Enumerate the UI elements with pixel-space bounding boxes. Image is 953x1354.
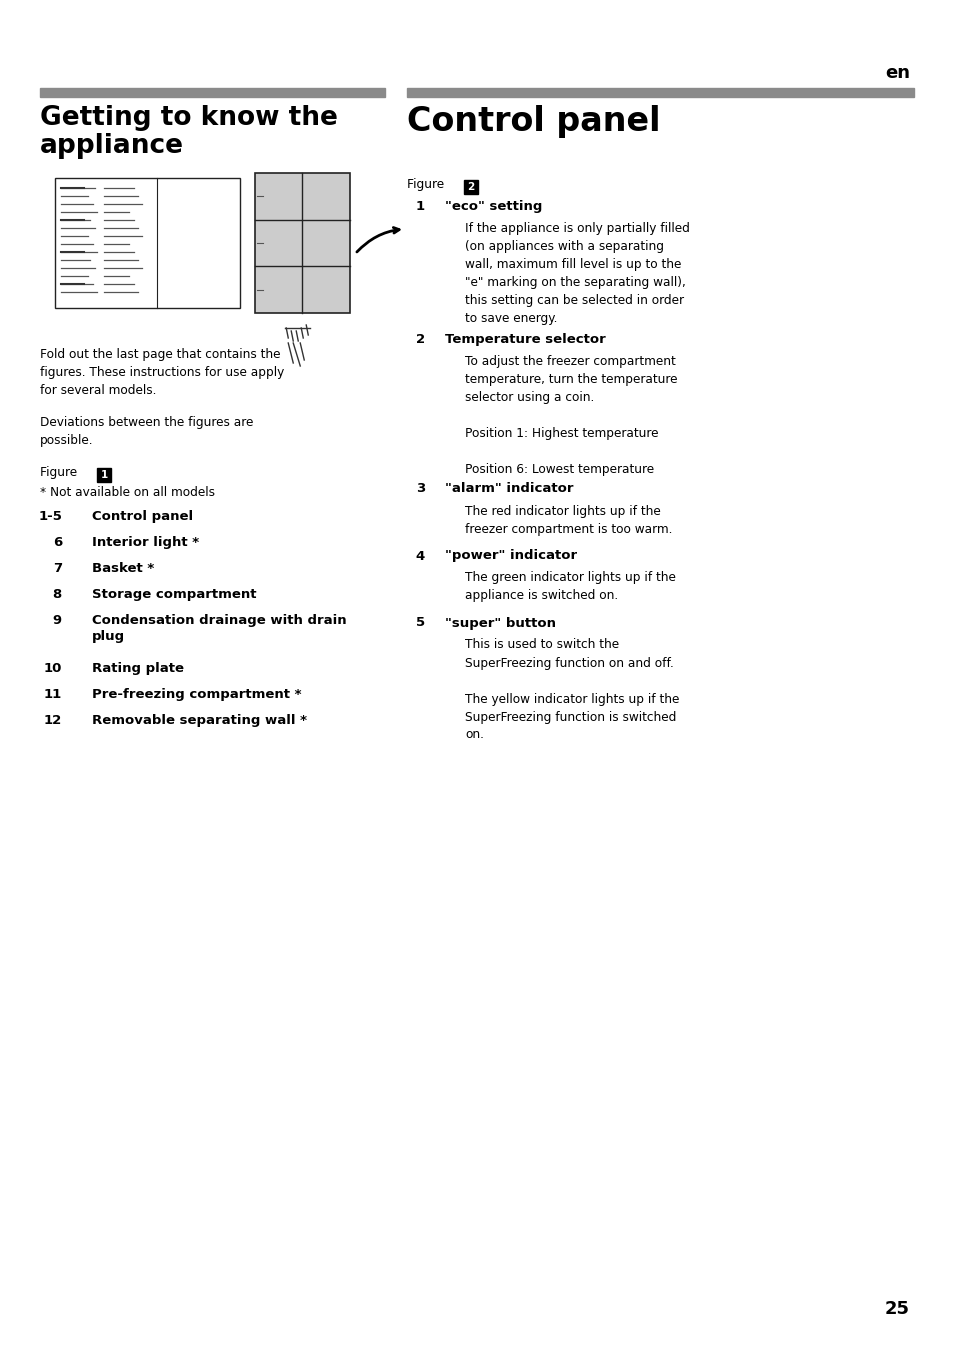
Bar bbox=[463, 180, 477, 194]
Text: 6: 6 bbox=[52, 536, 62, 548]
Text: Rating plate: Rating plate bbox=[91, 662, 184, 676]
Text: 9: 9 bbox=[52, 613, 62, 627]
Text: 2: 2 bbox=[467, 181, 475, 192]
Text: Figure: Figure bbox=[40, 466, 81, 479]
Text: Pre-freezing compartment *: Pre-freezing compartment * bbox=[91, 688, 301, 701]
Text: 12: 12 bbox=[44, 714, 62, 727]
Text: Control panel: Control panel bbox=[91, 510, 193, 523]
Text: Interior light *: Interior light * bbox=[91, 536, 199, 548]
Text: The red indicator lights up if the
freezer compartment is too warm.: The red indicator lights up if the freez… bbox=[464, 505, 672, 535]
Text: Getting to know the: Getting to know the bbox=[40, 106, 337, 131]
Text: 1: 1 bbox=[100, 470, 108, 481]
Text: Temperature selector: Temperature selector bbox=[444, 333, 605, 347]
Text: Fold out the last page that contains the
figures. These instructions for use app: Fold out the last page that contains the… bbox=[40, 348, 284, 397]
Text: To adjust the freezer compartment
temperature, turn the temperature
selector usi: To adjust the freezer compartment temper… bbox=[464, 355, 677, 477]
Bar bbox=[55, 177, 240, 307]
Text: Basket *: Basket * bbox=[91, 562, 154, 575]
Text: 7: 7 bbox=[52, 562, 62, 575]
Text: en: en bbox=[884, 64, 909, 83]
Bar bbox=[97, 468, 111, 482]
Text: Control panel: Control panel bbox=[407, 106, 659, 138]
Bar bbox=[254, 173, 350, 313]
Text: 1: 1 bbox=[416, 200, 424, 213]
Text: Removable separating wall *: Removable separating wall * bbox=[91, 714, 307, 727]
Text: "power" indicator: "power" indicator bbox=[444, 550, 577, 562]
Text: 3: 3 bbox=[416, 482, 424, 496]
Text: 8: 8 bbox=[52, 588, 62, 601]
Text: If the appliance is only partially filled
(on appliances with a separating
wall,: If the appliance is only partially fille… bbox=[464, 222, 689, 325]
Text: 10: 10 bbox=[44, 662, 62, 676]
Text: 4: 4 bbox=[416, 550, 424, 562]
Text: 1-5: 1-5 bbox=[38, 510, 62, 523]
Text: 5: 5 bbox=[416, 616, 424, 630]
Bar bbox=[407, 88, 913, 97]
Text: Deviations between the figures are
possible.: Deviations between the figures are possi… bbox=[40, 416, 253, 447]
Text: * Not available on all models: * Not available on all models bbox=[40, 486, 214, 500]
Text: 2: 2 bbox=[416, 333, 424, 347]
Text: appliance: appliance bbox=[40, 133, 184, 158]
Text: "super" button: "super" button bbox=[444, 616, 556, 630]
Bar bbox=[40, 88, 385, 97]
Text: Storage compartment: Storage compartment bbox=[91, 588, 256, 601]
Text: "alarm" indicator: "alarm" indicator bbox=[444, 482, 573, 496]
Text: Figure: Figure bbox=[407, 177, 448, 191]
Text: "eco" setting: "eco" setting bbox=[444, 200, 542, 213]
Text: 11: 11 bbox=[44, 688, 62, 701]
Text: The green indicator lights up if the
appliance is switched on.: The green indicator lights up if the app… bbox=[464, 571, 675, 603]
Text: Condensation drainage with drain
plug: Condensation drainage with drain plug bbox=[91, 613, 346, 643]
Text: This is used to switch the
SuperFreezing function on and off.

The yellow indica: This is used to switch the SuperFreezing… bbox=[464, 639, 679, 742]
Text: 25: 25 bbox=[884, 1300, 909, 1317]
